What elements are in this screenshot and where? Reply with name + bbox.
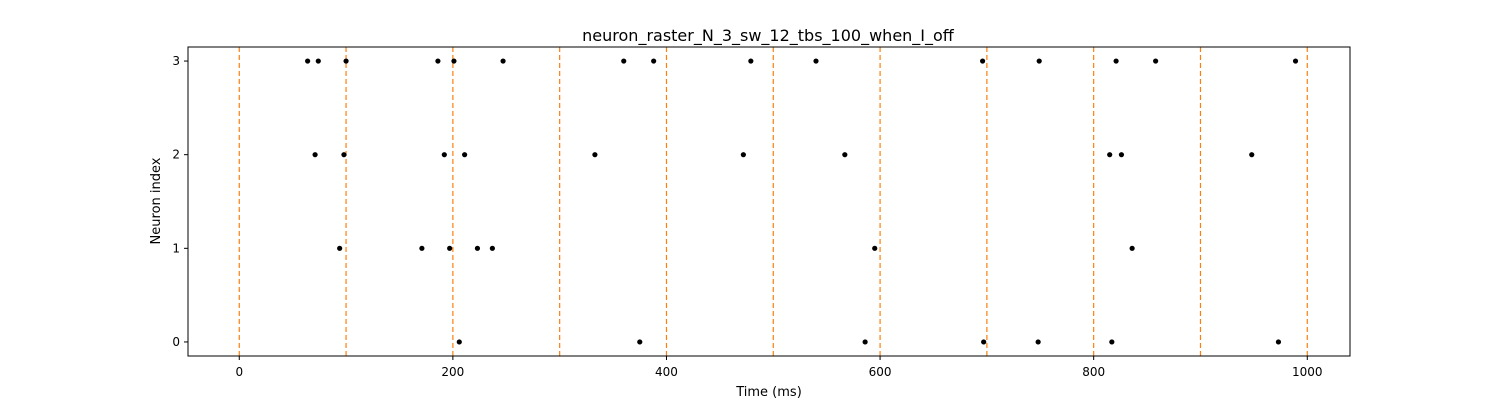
spike-point [1109, 339, 1115, 345]
spike-point [651, 58, 657, 64]
spike-point [637, 339, 643, 345]
spike-point [474, 245, 481, 251]
spike-point [1153, 58, 1159, 64]
spike-point [305, 58, 311, 64]
x-tick-label: 600 [869, 365, 892, 379]
plot-frame [187, 46, 1351, 357]
spike-point [872, 245, 878, 251]
y-tick-label: 3 [172, 54, 180, 68]
spike-point [441, 152, 447, 158]
y-axis-label: Neuron index [149, 157, 164, 244]
x-tick-label: 1000 [1292, 365, 1323, 379]
spike-point [1036, 58, 1042, 64]
spike-point [842, 152, 848, 158]
spike-point [1275, 339, 1282, 345]
y-tick-label: 1 [172, 241, 180, 255]
spike-point [1035, 339, 1041, 345]
spike-point [489, 245, 495, 251]
y-tick-label: 0 [172, 335, 180, 349]
x-tick-label: 400 [655, 365, 678, 379]
spike-point [435, 58, 441, 64]
spike-point [1129, 245, 1135, 251]
spike-point [748, 58, 754, 64]
spike-markers [305, 58, 1299, 345]
spike-point [1118, 152, 1125, 158]
spike-point [337, 245, 343, 251]
spike-point [813, 58, 819, 64]
spike-point [456, 339, 462, 345]
spike-point [592, 152, 598, 158]
reference-lines [238, 47, 1308, 356]
chart-title: neuron_raster_N_3_sw_12_tbs_100_when_I_o… [582, 26, 955, 46]
spike-point [451, 58, 457, 64]
x-axis-label: Time (ms) [735, 385, 802, 400]
x-tick-label: 800 [1082, 365, 1105, 379]
spike-point [740, 152, 746, 158]
x-tick-label: 200 [441, 365, 464, 379]
spike-point [862, 339, 868, 345]
spike-point [1107, 152, 1113, 158]
spike-point [419, 245, 425, 251]
spike-point [341, 152, 347, 158]
spike-point [312, 152, 318, 158]
spike-point [462, 152, 468, 158]
y-tick-label: 2 [172, 148, 180, 162]
x-tick-label: 0 [235, 365, 243, 379]
spike-point [1113, 58, 1119, 64]
spike-point [981, 339, 987, 345]
spike-point [343, 58, 349, 64]
y-axis-ticks: 0 1 2 3 [172, 54, 188, 349]
spike-point [315, 58, 321, 64]
spike-point [1292, 58, 1299, 64]
spike-point [621, 58, 627, 64]
spike-point [500, 58, 506, 64]
spike-point [1249, 152, 1255, 158]
spike-point [447, 245, 453, 251]
x-axis-ticks: 0 200 400 600 800 1000 [235, 356, 1323, 379]
spike-point [980, 58, 986, 64]
